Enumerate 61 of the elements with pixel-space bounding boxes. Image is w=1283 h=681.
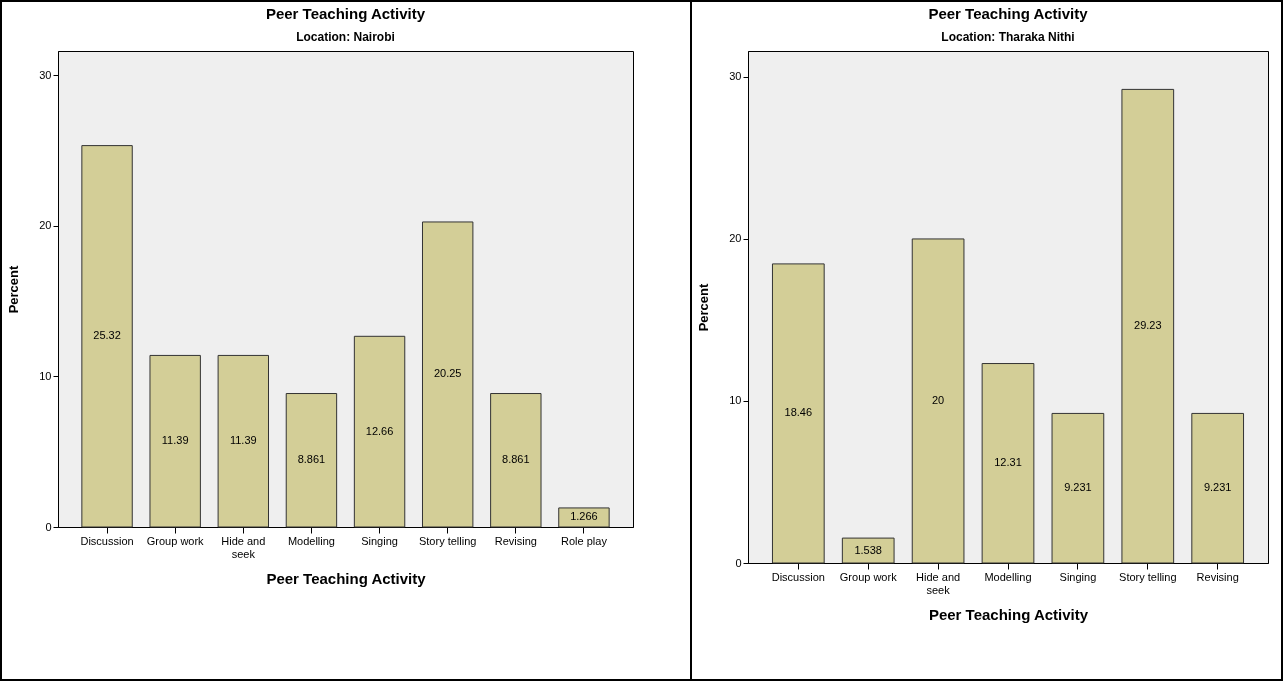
data-label: 1.538 (854, 543, 882, 556)
data-label: 8.861 (502, 453, 530, 466)
bar (490, 393, 542, 528)
x-tick-label: Discussion (771, 570, 825, 583)
bar (421, 221, 474, 528)
y-axis-title: Percent (6, 264, 22, 314)
x-axis-title: Peer Teaching Activity (928, 605, 1089, 623)
x-axis-title: Peer Teaching Activity (266, 569, 427, 587)
x-tick-label: Modelling (984, 570, 1032, 583)
bar (285, 393, 338, 528)
y-tick-label: 0 (45, 520, 52, 533)
x-tick-label: Revising (494, 534, 537, 547)
data-label: 1.266 (570, 510, 598, 523)
y-tick-label: 20 (729, 232, 742, 245)
bar (1121, 88, 1175, 564)
bar (353, 335, 406, 528)
data-label: 20.25 (433, 367, 462, 380)
x-tick-label: Modelling (287, 534, 335, 547)
y-tick-label: 10 (39, 369, 52, 382)
x-tick-label: Revising (1196, 570, 1239, 583)
bar (1191, 412, 1245, 564)
x-tick-label: Story telling (1119, 570, 1177, 583)
x-tick-label: Singing (1059, 570, 1097, 583)
data-label: 11.39 (229, 434, 257, 447)
x-tick-label: Group work (146, 534, 205, 547)
data-label: 29.23 (1134, 319, 1162, 332)
y-tick-label: 0 (735, 556, 742, 569)
bar (911, 238, 965, 564)
y-tick-label: 30 (729, 70, 742, 83)
x-tick-label: Group work (839, 570, 898, 583)
bar (149, 354, 201, 528)
chart-subtitle: Location: Nairobi (296, 30, 395, 44)
data-label: 20 (931, 393, 945, 406)
bar (81, 145, 133, 528)
bar (841, 537, 895, 564)
data-label: 9.231 (1203, 481, 1232, 494)
x-tick-label: Singing (361, 534, 398, 547)
bar (1051, 412, 1105, 564)
x-tick-label: Hide and seek (916, 570, 961, 596)
x-tick-label: Discussion (80, 534, 134, 547)
x-tick-label: Hide and seek (221, 534, 266, 560)
data-label: 18.46 (784, 406, 813, 419)
data-label: 12.66 (365, 424, 394, 437)
x-tick-label: Story telling (418, 534, 477, 547)
data-label: 25.32 (93, 329, 121, 342)
bar (217, 354, 270, 528)
data-label: 8.861 (297, 453, 326, 466)
chart-title: Peer Teaching Activity (928, 5, 1089, 22)
y-tick-label: 20 (39, 219, 52, 232)
data-label: 11.39 (161, 434, 189, 447)
chart-title: Peer Teaching Activity (265, 5, 426, 22)
chart-subtitle: Location: Tharaka Nithi (941, 30, 1075, 44)
data-label: 9.231 (1064, 481, 1092, 494)
x-tick-label: Role play (561, 534, 608, 547)
y-tick-label: 10 (729, 394, 742, 407)
bar (981, 363, 1035, 564)
y-tick-label: 30 (39, 68, 52, 81)
bar (558, 507, 610, 528)
bar (771, 263, 825, 564)
y-axis-title: Percent (696, 282, 712, 332)
data-label: 12.31 (994, 456, 1022, 469)
